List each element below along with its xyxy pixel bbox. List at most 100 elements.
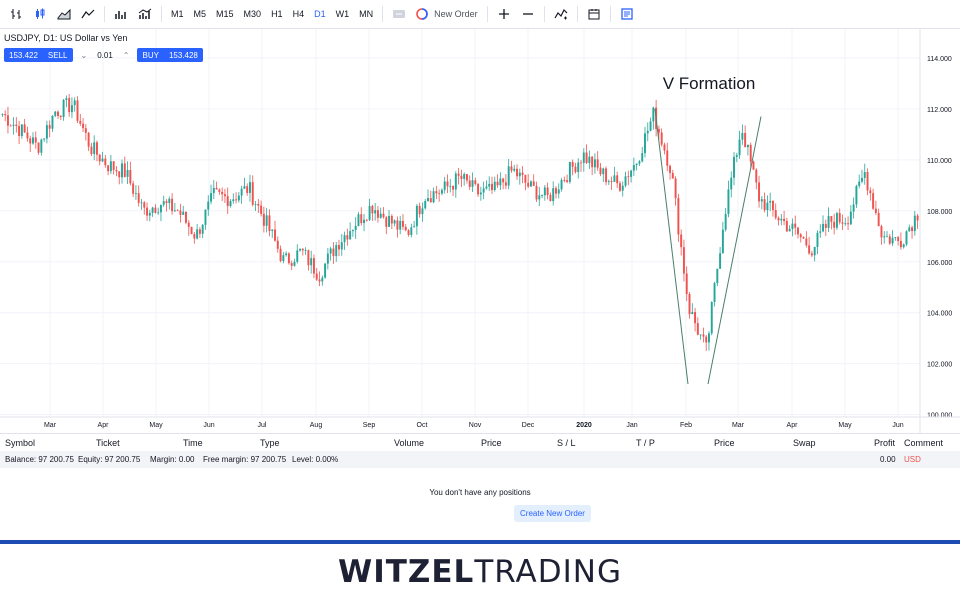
sell-label: SELL [47, 50, 68, 60]
timeframe-m30[interactable]: M30 [243, 9, 262, 19]
candlestick-icon[interactable] [28, 3, 52, 25]
chevron-up-icon[interactable]: ⌃ [122, 50, 130, 60]
timeframe-w1[interactable]: W1 [335, 9, 350, 19]
bull-candle [652, 107, 655, 122]
price-chart[interactable]: 114.000 112.000 110.000 108.000 106.000 104.0… [0, 29, 960, 433]
chart-pane[interactable]: 114.000 112.000 110.000 108.000 106.000 104.0… [0, 29, 960, 433]
bear-candle [841, 222, 844, 224]
col-symbol[interactable]: Symbol [5, 437, 36, 448]
col-type[interactable]: Type [260, 437, 280, 448]
bear-candle [429, 198, 432, 203]
buy-button[interactable]: BUY 153.428 [137, 48, 203, 62]
bar-chart-icon[interactable] [4, 3, 28, 25]
col-comment[interactable]: Comment [904, 437, 944, 448]
bull-candle [863, 172, 866, 178]
y-tick-label: 106.000 [927, 260, 952, 267]
timeframe-d1[interactable]: D1 [314, 9, 326, 19]
bear-candle [115, 170, 118, 172]
bull-candle [607, 181, 610, 183]
bear-candle [866, 172, 869, 191]
bear-candle [385, 217, 388, 227]
col-profit[interactable]: Profit [874, 437, 896, 448]
bear-candle [190, 226, 193, 235]
bull-candle [282, 255, 285, 262]
indicators-icon[interactable] [549, 3, 573, 25]
bull-candle [649, 121, 652, 131]
bear-candle [90, 146, 93, 155]
calendar-icon[interactable] [582, 3, 606, 25]
bear-candle [332, 248, 335, 257]
bear-candle [112, 161, 115, 171]
bear-candle [262, 213, 265, 226]
bull-candle [159, 204, 162, 213]
bear-candle [223, 194, 226, 197]
bull-candle [635, 163, 638, 166]
bull-candle [644, 133, 646, 154]
one-click-icon[interactable] [387, 3, 411, 25]
bear-candle [307, 250, 310, 266]
buy-price: 153.428 [168, 50, 198, 60]
col-stop-loss[interactable]: S / L [557, 437, 576, 448]
new-order-label: New Order [434, 9, 478, 19]
bull-candle [357, 214, 360, 226]
bull-candle [157, 212, 160, 214]
create-new-order-button[interactable]: Create New Order [514, 505, 591, 522]
bull-candle [716, 268, 719, 284]
bear-candle [618, 183, 621, 191]
bull-candle [196, 229, 199, 239]
bear-candle [794, 223, 797, 228]
line-chart-icon[interactable] [76, 3, 100, 25]
bear-candle [527, 182, 530, 187]
bull-candle [388, 215, 391, 227]
bull-candle [560, 179, 563, 190]
bear-candle [783, 218, 786, 222]
bull-candle [905, 231, 908, 245]
col-time[interactable]: Time [183, 437, 203, 448]
area-chart-icon[interactable] [52, 3, 76, 25]
bull-candle [304, 250, 307, 252]
col-ticket[interactable]: Ticket [96, 437, 120, 448]
zoom-out-icon[interactable] [516, 3, 540, 25]
bear-candle [535, 185, 538, 200]
zoom-in-icon[interactable] [492, 3, 516, 25]
col-swap[interactable]: Swap [793, 437, 816, 448]
timeframe-h4[interactable]: H4 [292, 9, 305, 19]
bull-candle [518, 172, 521, 177]
bear-candle [396, 220, 399, 230]
report-icon[interactable] [615, 3, 639, 25]
equity: Equity: 97 200.75 [78, 455, 141, 464]
lot-value[interactable]: 0.01 [97, 50, 113, 60]
sell-price: 153.422 [9, 50, 38, 60]
bull-candle [646, 130, 649, 134]
volume-icon[interactable] [109, 3, 133, 25]
indicator-icon[interactable] [133, 3, 157, 25]
timeframe-m1[interactable]: M1 [171, 9, 184, 19]
timeframe-m15[interactable]: M15 [216, 9, 234, 19]
new-order-button[interactable]: New Order [411, 3, 483, 25]
timeframe-mn[interactable]: MN [359, 9, 374, 19]
bull-candle [727, 189, 730, 215]
col-volume[interactable]: Volume [394, 437, 425, 448]
bull-candle [488, 183, 491, 187]
bull-candle [73, 100, 76, 106]
bear-candle [869, 190, 872, 194]
balance-row: Balance: 97 200.75 Equity: 97 200.75 Mar… [0, 451, 960, 468]
timeframe-h1[interactable]: H1 [271, 9, 283, 19]
bear-candle [580, 162, 582, 164]
col-take-profit[interactable]: T / P [636, 437, 655, 448]
bull-candle [126, 170, 129, 177]
bear-candle [338, 245, 340, 250]
col-current-price[interactable]: Price [714, 437, 735, 448]
bull-candle [148, 212, 151, 216]
bear-candle [838, 213, 841, 223]
sell-button[interactable]: 153.422 SELL [4, 48, 73, 62]
col-price[interactable]: Price [481, 437, 502, 448]
profit-total: 0.00 [880, 455, 896, 464]
bull-candle [513, 168, 516, 171]
bear-candle [390, 215, 393, 224]
chevron-down-icon[interactable]: ⌄ [80, 50, 88, 60]
lot-size-stepper[interactable]: ⌄ 0.01 ⌃ [73, 51, 138, 60]
v-formation-label: V Formation [663, 74, 756, 93]
bull-candle [62, 99, 65, 118]
timeframe-m5[interactable]: M5 [193, 9, 207, 19]
